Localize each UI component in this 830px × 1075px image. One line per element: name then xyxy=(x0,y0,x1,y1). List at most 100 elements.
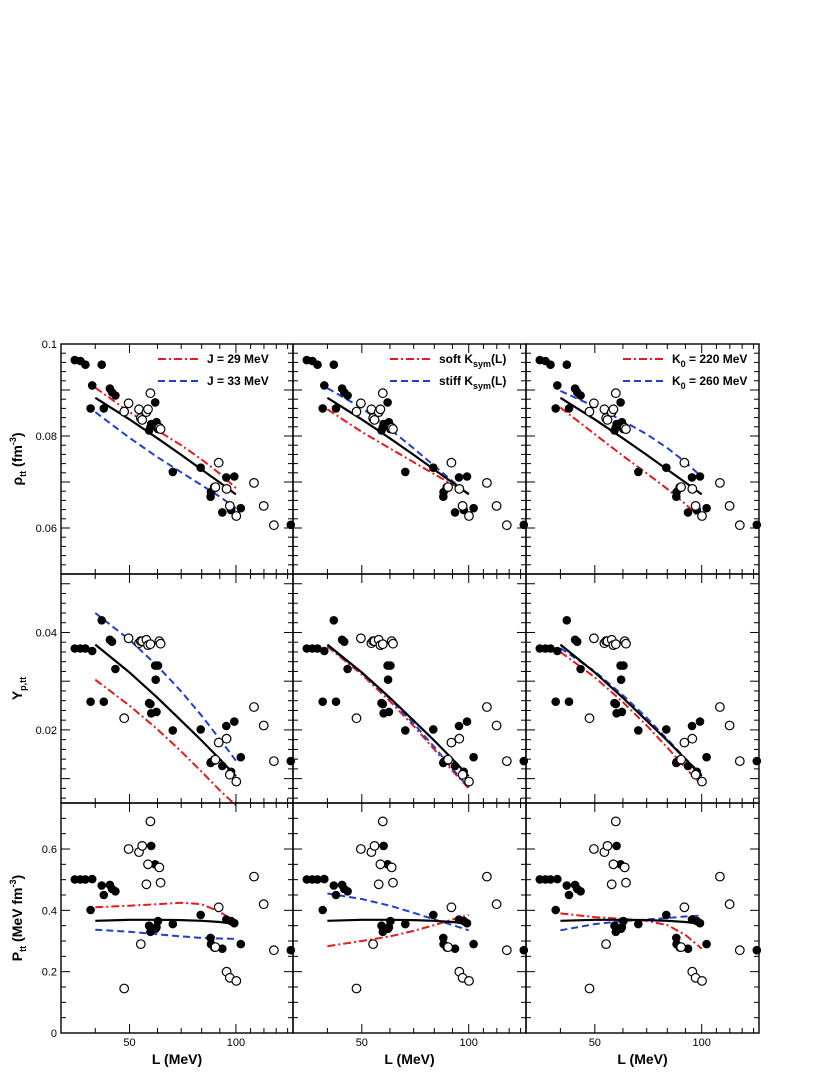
fit-line-black xyxy=(560,918,702,925)
y-tick-label: 0.1 xyxy=(42,339,57,351)
data-point-open xyxy=(584,713,595,724)
data-point-filled xyxy=(146,699,155,709)
data-point-filled xyxy=(320,874,329,884)
data-point-open xyxy=(269,520,279,531)
y-title-tail: (MeV fm xyxy=(9,888,25,946)
legend-label-tail: = 260 MeV xyxy=(686,374,748,388)
data-point-open xyxy=(621,638,631,649)
data-point-filled xyxy=(206,933,215,943)
y-title-main: P xyxy=(9,952,25,961)
data-point-filled xyxy=(439,933,448,943)
data-point-filled xyxy=(612,841,621,851)
data-point-open xyxy=(213,737,224,748)
data-point-filled xyxy=(320,381,329,390)
data-point-open xyxy=(443,942,454,952)
x-axis-title: L (MeV) xyxy=(384,1051,434,1067)
legend-label-main: J = 33 MeV xyxy=(207,374,269,388)
data-point-open xyxy=(356,398,366,409)
data-point-open xyxy=(679,902,690,913)
data-point-open xyxy=(221,733,232,744)
data-point-filled xyxy=(401,467,410,477)
data-point-open xyxy=(724,899,735,910)
data-point-filled xyxy=(572,637,582,646)
data-point-filled xyxy=(519,756,529,766)
data-point-open xyxy=(143,859,153,870)
data-point-filled xyxy=(196,910,205,920)
x-tick-label: 50 xyxy=(356,1037,368,1049)
data-point-filled xyxy=(196,725,205,734)
data-point-open xyxy=(388,877,398,888)
data-point-filled xyxy=(343,887,352,896)
data-point-filled xyxy=(152,707,161,717)
data-point-filled xyxy=(97,616,106,625)
data-point-filled xyxy=(313,644,322,653)
data-point-filled xyxy=(702,939,711,949)
data-point-open xyxy=(724,501,735,511)
data-point-open xyxy=(715,871,725,882)
data-point-filled xyxy=(469,503,478,513)
data-point-filled xyxy=(564,890,574,900)
fit-line-red xyxy=(94,386,237,489)
data-point-filled xyxy=(313,360,322,370)
y-title-end: ) xyxy=(9,432,25,437)
legend-label-tail: (L) xyxy=(491,352,506,366)
data-point-filled xyxy=(81,644,90,653)
data-point-filled xyxy=(546,875,555,884)
fit-line-red xyxy=(326,645,470,790)
data-point-open xyxy=(210,754,221,765)
panel-r2-c1: 0.02 0.04 xyxy=(36,573,296,807)
data-point-filled xyxy=(462,472,472,481)
data-point-filled xyxy=(662,463,671,473)
data-point-open xyxy=(145,639,156,650)
data-point-filled xyxy=(450,761,460,771)
data-point-filled xyxy=(386,661,395,670)
fit-line-blue xyxy=(95,928,236,940)
data-point-filled xyxy=(150,398,160,407)
fit-line-red xyxy=(326,408,470,495)
data-point-open xyxy=(724,720,735,731)
panel-r1-c2: soft Ksym(L)stiff Ksym(L) xyxy=(292,343,529,575)
data-point-filled xyxy=(386,916,395,926)
data-point-filled xyxy=(429,463,438,473)
data-point-filled xyxy=(111,391,120,400)
data-point-filled xyxy=(99,697,109,706)
y-tick-label: 0 xyxy=(51,1028,57,1040)
data-point-open xyxy=(501,520,512,531)
data-point-open xyxy=(457,501,468,511)
data-point-filled xyxy=(378,699,388,709)
data-point-open xyxy=(155,638,166,649)
data-point-filled xyxy=(695,918,705,928)
data-point-open xyxy=(249,478,259,488)
data-point-open xyxy=(145,816,156,827)
data-point-filled xyxy=(99,890,109,900)
y-title-main: ρ xyxy=(9,477,25,486)
data-point-open xyxy=(679,737,690,748)
data-point-open xyxy=(697,976,707,986)
data-point-filled xyxy=(695,717,705,726)
data-point-open xyxy=(619,862,630,873)
panel-r2-c2 xyxy=(292,573,529,804)
data-point-filled xyxy=(339,637,349,646)
data-point-filled xyxy=(230,717,239,726)
data-point-open xyxy=(213,902,224,913)
data-point-filled xyxy=(634,919,643,929)
data-point-open xyxy=(443,482,454,493)
data-point-filled xyxy=(450,508,460,517)
legend-label-main: J = 29 MeV xyxy=(207,352,269,366)
x-tick-label: 100 xyxy=(693,1037,711,1049)
legend-label-main: stiff K xyxy=(439,374,473,388)
data-point-open xyxy=(734,520,745,531)
data-point-filled xyxy=(551,697,560,706)
data-point-open xyxy=(143,404,153,415)
data-point-open xyxy=(231,511,242,521)
data-point-open xyxy=(356,844,366,854)
legend-label-sub: 0 xyxy=(681,359,686,369)
fit-line-blue xyxy=(327,892,470,932)
panel-frame xyxy=(525,802,760,1034)
data-point-open xyxy=(715,702,725,712)
legend-label: J = 33 MeV xyxy=(207,374,269,388)
legend-label-main: K xyxy=(672,374,681,388)
data-point-open xyxy=(690,769,701,780)
